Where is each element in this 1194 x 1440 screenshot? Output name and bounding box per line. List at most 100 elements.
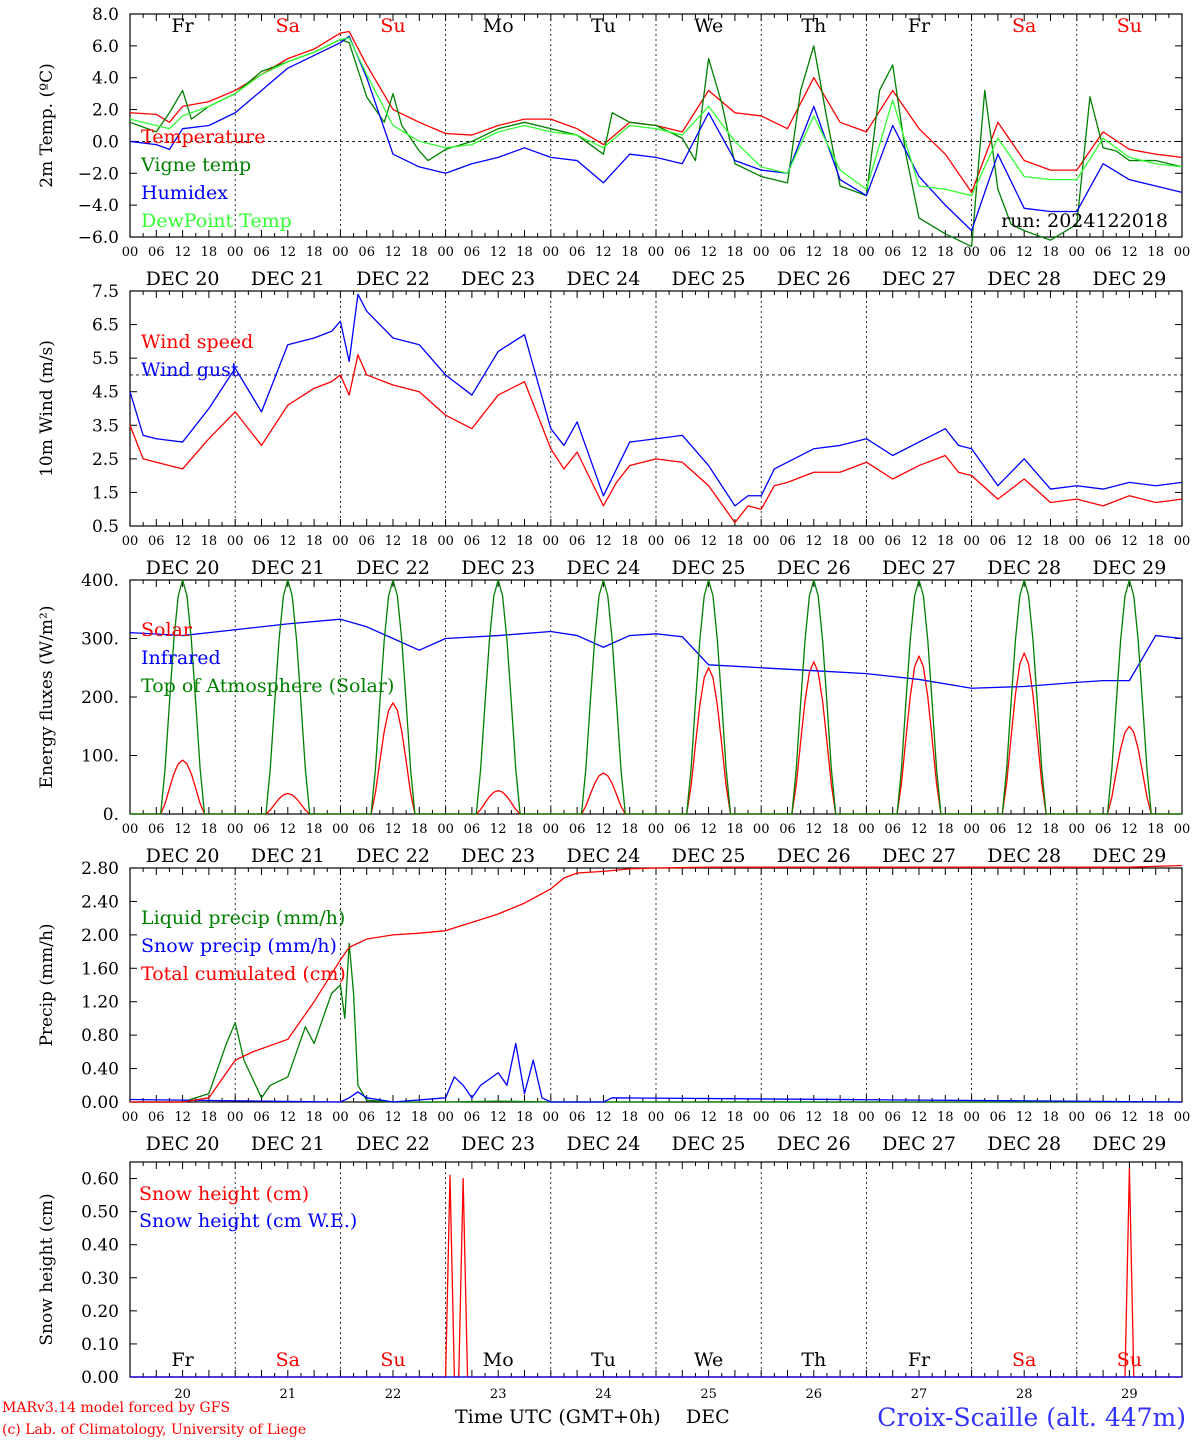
hour-tick-label: 12 [280,534,297,549]
hour-tick-label: 18 [727,534,744,549]
weekday-label: Mo [483,15,514,37]
hour-tick-label: 06 [253,534,270,549]
hour-tick-label: 00 [332,245,349,260]
hour-tick-label: 06 [1095,534,1112,549]
y-axis-label: Precip (mm/h) [37,923,57,1046]
hour-tick-label: 06 [464,822,481,837]
series-snow-precip-mm-h- [129,1042,1183,1103]
y-tick-label: 2.5 [92,450,119,470]
hour-tick-label: 06 [674,822,691,837]
date-label: DEC 23 [461,845,535,867]
y-axis-label: Snow height (cm) [37,1193,57,1345]
hour-tick-label: 12 [385,245,402,260]
hour-tick-label: 18 [832,534,849,549]
date-label: DEC 29 [1092,845,1166,867]
hour-tick-label: 00 [753,1110,770,1125]
hour-tick-label: 00 [332,822,349,837]
y-tick-label: 0.20 [81,1302,119,1322]
date-label: DEC 22 [356,845,430,867]
hour-tick-label: 00 [858,1110,875,1125]
date-label: DEC 28 [987,845,1061,867]
hour-tick-label: 06 [1095,1110,1112,1125]
hour-tick-label: 06 [358,822,375,837]
hour-tick-label: 00 [648,534,665,549]
hour-tick-label: 12 [1016,245,1033,260]
hour-tick-label: 00 [227,534,244,549]
hour-tick-label: 12 [280,1110,297,1125]
y-axis-label: 10m Wind (m/s) [37,340,57,477]
hour-tick-label: 00 [543,822,560,837]
hour-tick-label: 18 [306,534,323,549]
hour-tick-label: 18 [201,1110,218,1125]
y-tick-label: 7.5 [92,282,119,302]
hour-tick-label: 18 [937,1110,954,1125]
hour-tick-label: 06 [779,245,796,260]
y-tick-label: 0.10 [81,1335,119,1355]
hour-tick-label: 00 [963,1110,980,1125]
hour-tick-label: 12 [174,245,191,260]
hour-tick-label: 06 [990,822,1007,837]
weekday-label: Th [801,15,826,37]
y-tick-label: 300. [81,630,119,650]
y-tick-label: 6.0 [92,37,119,57]
hour-tick-label: 00 [963,822,980,837]
date-label: DEC 20 [146,268,220,290]
y-tick-label: 0.00 [81,1368,119,1388]
hour-tick-label: 00 [648,822,665,837]
y-tick-label: 0.80 [81,1026,119,1046]
hour-tick-label: 06 [148,822,165,837]
hour-tick-label: 00 [1069,1110,1086,1125]
y-tick-label: 1.20 [81,993,119,1013]
day-number-label: 29 [1121,1387,1138,1402]
hour-tick-label: 00 [753,245,770,260]
y-tick-label: 400. [81,571,119,591]
legend-entry: Humidex [141,182,228,204]
legend-entry: Temperature [141,126,265,148]
y-tick-label: −4.0 [78,196,119,216]
y-tick-label: 6.5 [92,316,119,336]
hour-tick-label: 12 [1121,1110,1138,1125]
hour-tick-label: 06 [464,534,481,549]
hour-tick-label: 18 [832,1110,849,1125]
date-label: DEC 23 [461,1133,535,1155]
date-label: DEC 26 [777,845,851,867]
hour-tick-label: 00 [858,822,875,837]
day-number-label: 24 [595,1387,612,1402]
hour-tick-label: 00 [227,1110,244,1125]
hour-tick-label: 06 [1095,822,1112,837]
legend-entry: Vigne temp [140,154,251,176]
date-label: DEC 29 [1092,268,1166,290]
legend-entry: Liquid precip (mm/h) [141,907,345,929]
legend-entry: Infrared [141,647,221,669]
date-label: DEC 27 [882,268,956,290]
date-label: DEC 27 [882,557,956,579]
y-tick-label: 0.40 [81,1060,119,1080]
hour-tick-label: 00 [648,245,665,260]
hour-tick-label: 18 [516,534,533,549]
date-label: DEC 21 [251,1133,325,1155]
day-number-label: 20 [174,1387,191,1402]
hour-tick-label: 18 [201,534,218,549]
hour-tick-label: 06 [569,245,586,260]
hour-tick-label: 18 [516,822,533,837]
series-wind-speed [129,354,1183,524]
date-label: DEC 23 [461,557,535,579]
date-label: DEC 24 [566,268,640,290]
hour-tick-label: 12 [385,1110,402,1125]
hour-tick-label: 00 [858,245,875,260]
station-title: Croix-Scaille (alt. 447m) [877,1403,1186,1432]
date-label: DEC 22 [356,1133,430,1155]
date-label: DEC 28 [987,557,1061,579]
hour-tick-label: 12 [1121,245,1138,260]
date-label: DEC 26 [777,557,851,579]
weekday-label: Tu [591,1349,616,1371]
date-label: DEC 21 [251,268,325,290]
hour-tick-label: 18 [1042,245,1059,260]
day-number-label: 21 [280,1387,297,1402]
date-label: DEC 22 [356,268,430,290]
month-label: DEC [686,1406,730,1428]
panel-wind: 7.5 6.5 5.5 4.5 3.5 2.5 1.5 0.5 10m Wind (m/s) Wi… [37,282,1190,579]
hour-tick-label: 06 [148,534,165,549]
hour-tick-label: 06 [779,534,796,549]
hour-tick-label: 12 [490,245,507,260]
